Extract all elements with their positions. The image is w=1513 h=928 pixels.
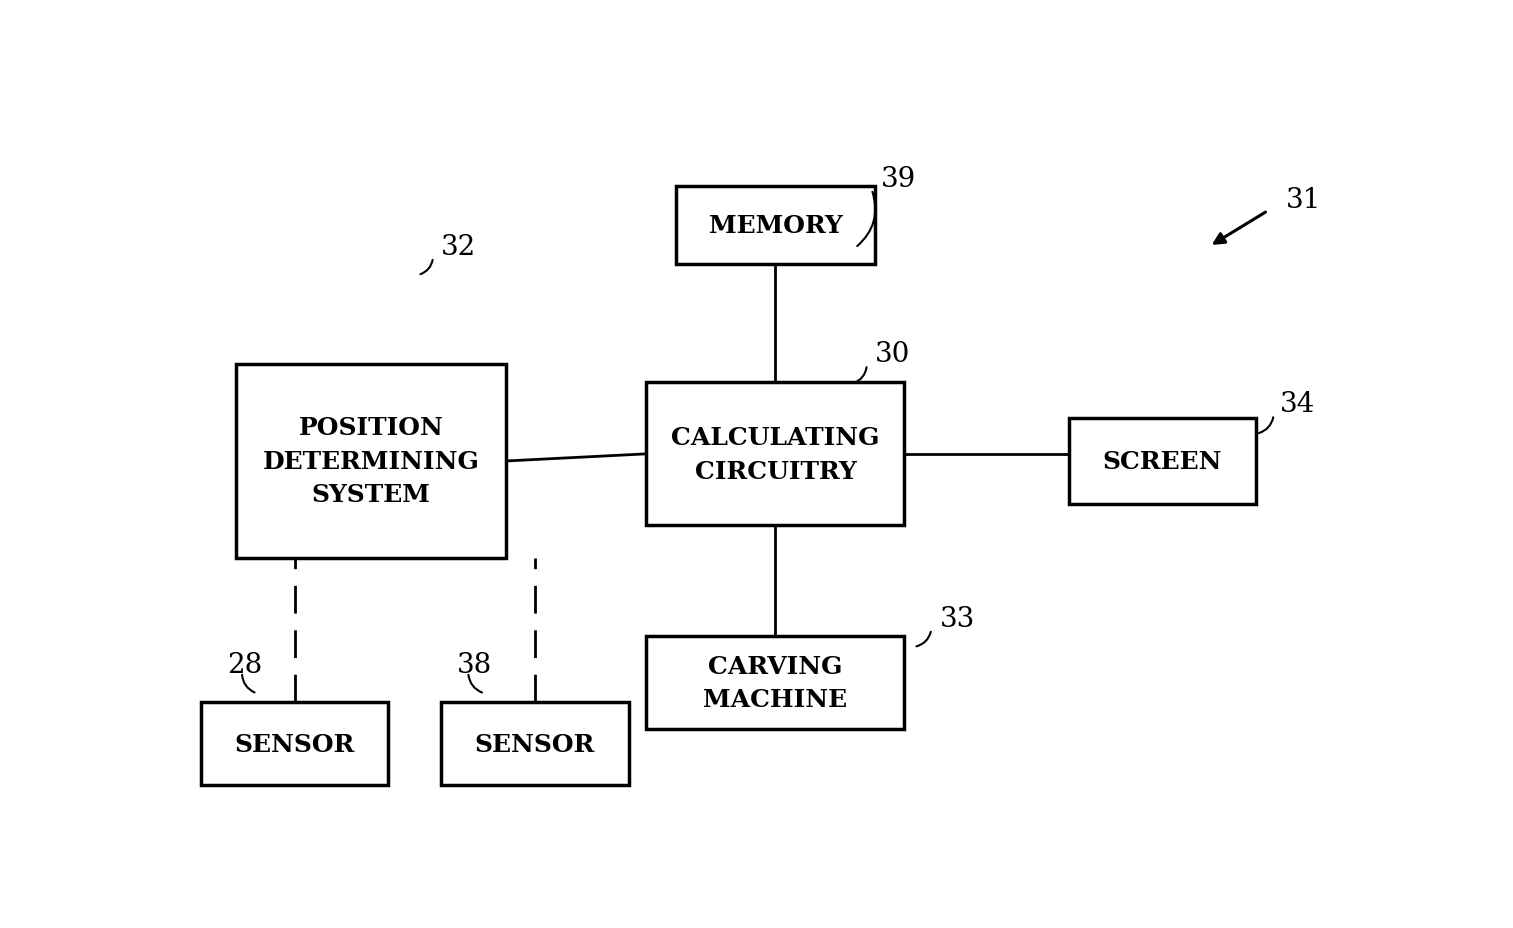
Text: 32: 32 [442,234,477,261]
Bar [676,187,875,265]
Bar [442,702,629,785]
Bar [236,365,505,558]
Text: 30: 30 [875,341,911,367]
Text: 34: 34 [1280,391,1315,418]
Text: SENSOR: SENSOR [235,732,356,755]
Text: CARVING
MACHINE: CARVING MACHINE [704,654,847,712]
Text: CALCULATING
CIRCUITRY: CALCULATING CIRCUITRY [672,426,879,483]
Text: MEMORY: MEMORY [708,213,843,238]
Text: SCREEN: SCREEN [1103,449,1223,473]
Text: 33: 33 [940,605,974,632]
Bar [1068,419,1256,505]
Text: 28: 28 [227,651,262,678]
Bar [646,637,905,729]
Bar [201,702,389,785]
Text: 38: 38 [457,651,492,678]
Text: 31: 31 [1286,187,1321,214]
Text: 39: 39 [881,166,917,193]
Text: SENSOR: SENSOR [475,732,595,755]
Bar [646,383,905,526]
Text: POSITION
DETERMINING
SYSTEM: POSITION DETERMINING SYSTEM [262,416,480,507]
